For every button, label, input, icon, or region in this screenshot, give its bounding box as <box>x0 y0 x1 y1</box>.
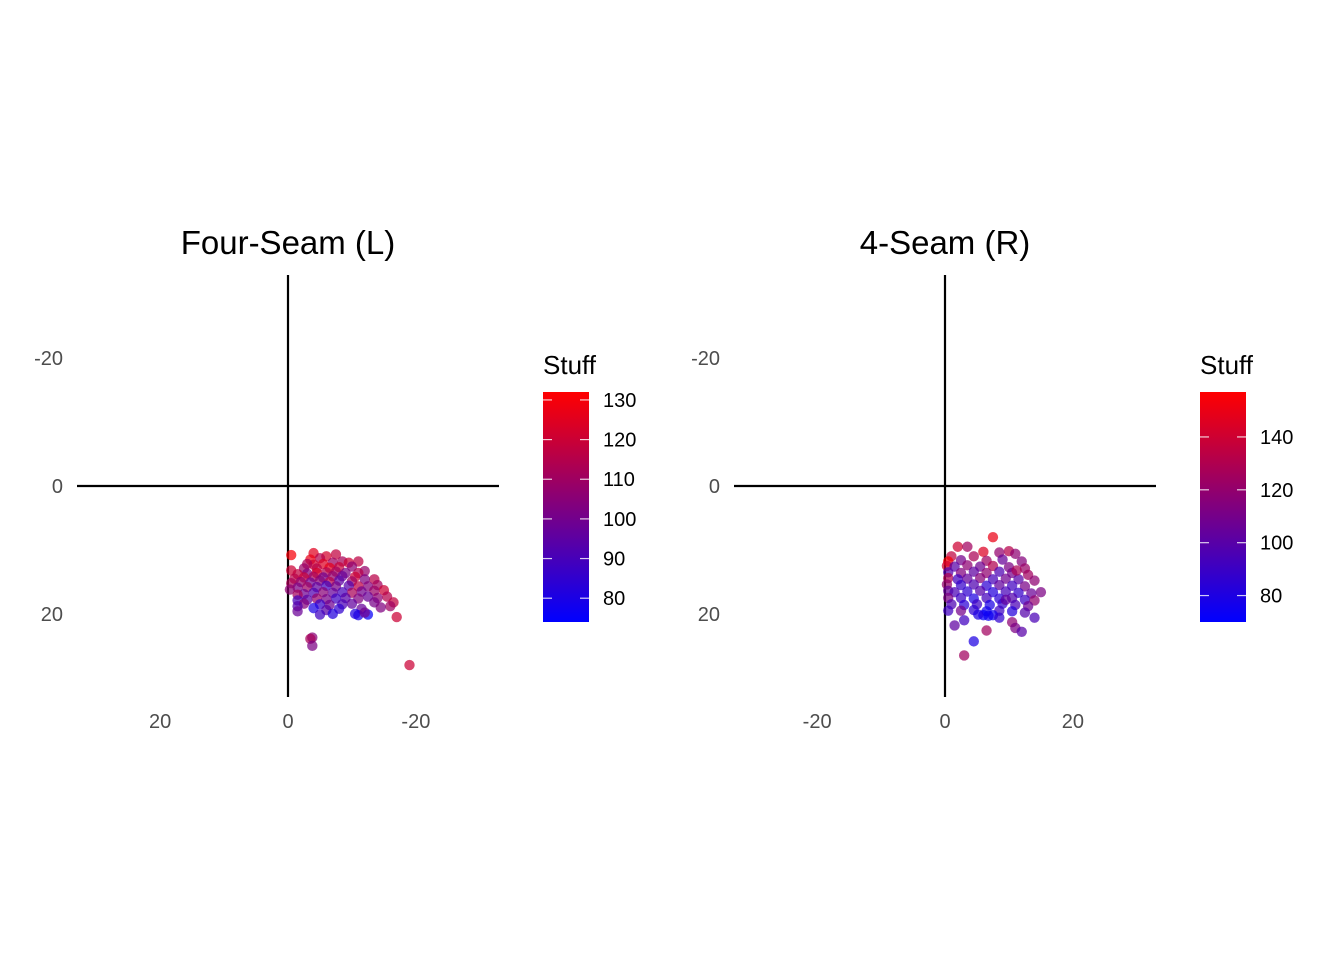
scatter-point <box>973 609 984 620</box>
scatter-point <box>1000 586 1011 597</box>
scatter-point <box>1029 575 1040 586</box>
scatter-point <box>314 609 326 620</box>
x-tick-label: -20 <box>401 711 430 733</box>
scatter-point <box>978 546 989 558</box>
scatter-point <box>987 531 999 543</box>
x-tick-label: 20 <box>149 711 171 733</box>
scatter-point <box>997 554 1008 565</box>
scatter-point <box>1011 565 1022 576</box>
scatter-point <box>962 541 973 552</box>
scatter-point <box>292 606 303 617</box>
scatter-point <box>974 572 986 584</box>
chart-title: Four-Seam (L) <box>181 224 396 261</box>
scatter-point <box>1000 573 1011 584</box>
scatter-point <box>385 601 396 612</box>
scatter-point <box>968 579 979 590</box>
scatter-point <box>994 566 1005 577</box>
scatter-point <box>375 602 386 613</box>
y-tick-label: 0 <box>709 476 720 498</box>
scatter-point <box>330 549 342 560</box>
legend-tick-label: 130 <box>603 390 636 412</box>
legend-tick-label: 110 <box>603 469 635 491</box>
legend-ticks: 80 90 100 110 120 130 <box>543 390 636 610</box>
legend-color-bar <box>1200 392 1246 622</box>
legend-tick-label: 120 <box>603 430 636 452</box>
y-tick-label: -20 <box>34 348 63 370</box>
plot-area: -20 0 20 -20 0 20 <box>691 275 1156 733</box>
scatter-point <box>359 607 370 618</box>
legend-ticks: 80 100 120 140 <box>1200 427 1293 608</box>
legend-title: Stuff <box>543 350 597 380</box>
scatter-point <box>1000 594 1011 606</box>
y-tick-label: 20 <box>41 604 63 626</box>
scatter-point <box>952 541 963 552</box>
legend-tick-label: 140 <box>1260 427 1293 449</box>
scatter-point <box>391 611 402 623</box>
scatter-point <box>958 615 970 626</box>
legend-tick-label: 80 <box>1260 586 1282 608</box>
color-legend: Stuff 80 100 120 140 <box>1200 350 1293 622</box>
x-tick-label: 0 <box>282 711 293 733</box>
scatter-point <box>955 605 967 616</box>
chart-panel-four-seam-right: 4-Seam (R) -20 0 20 -20 0 20 Stuff 80 100 120 14… <box>691 224 1293 733</box>
scatter-point <box>962 560 973 571</box>
scatter-point <box>962 586 973 597</box>
x-tick-label: -20 <box>803 711 832 733</box>
y-tick-label: 20 <box>698 604 720 626</box>
y-tick-label: -20 <box>691 348 720 370</box>
legend-tick-label: 100 <box>1260 533 1293 555</box>
scatter-point <box>1019 581 1031 592</box>
scatter-point <box>285 549 297 561</box>
scatter-point <box>974 585 986 597</box>
scatter-point <box>346 561 358 572</box>
scatter-point <box>346 598 358 609</box>
x-tick-label: 20 <box>1062 711 1084 733</box>
scatter-point <box>1035 586 1047 598</box>
legend-tick-label: 90 <box>603 549 625 571</box>
scatter-point <box>1006 606 1018 617</box>
scatter-point <box>349 608 361 620</box>
legend-tick-label: 120 <box>1260 480 1293 502</box>
plot-area: 20 0 -20 -20 0 20 <box>34 275 499 733</box>
scatter-point <box>284 584 296 595</box>
y-tick-label: 0 <box>52 476 63 498</box>
legend-color-bar <box>543 392 589 622</box>
scatter-point <box>942 605 954 616</box>
scatter-point <box>958 650 970 661</box>
scatter-point <box>968 636 979 647</box>
chart-panel-four-seam-left: Four-Seam (L) 20 0 -20 -20 0 20 Stuff 80 90 100… <box>34 224 636 733</box>
scatter-point <box>1010 548 1021 559</box>
scatter-point <box>1016 626 1027 637</box>
scatter-point <box>1029 612 1040 623</box>
scatter-point <box>949 620 960 631</box>
scatter-point <box>404 659 415 671</box>
scatter-point <box>968 566 979 577</box>
color-legend: Stuff 80 90 100 110 120 130 <box>543 350 636 622</box>
scatter-point <box>1013 574 1024 585</box>
scatter-point <box>994 579 1005 591</box>
scatter-point <box>1019 607 1031 618</box>
legend-tick-label: 100 <box>603 509 636 531</box>
scatter-point <box>955 579 967 591</box>
scatter-point <box>994 612 1005 623</box>
legend-tick-label: 80 <box>603 588 625 610</box>
x-tick-label: 0 <box>939 711 950 733</box>
scatter-point <box>981 625 992 636</box>
legend-title: Stuff <box>1200 350 1254 380</box>
chart-title: 4-Seam (R) <box>860 224 1031 261</box>
scatter-point <box>307 640 318 652</box>
scatter-point <box>327 608 338 620</box>
scatter-point <box>968 551 979 562</box>
scatter-point <box>308 602 319 614</box>
